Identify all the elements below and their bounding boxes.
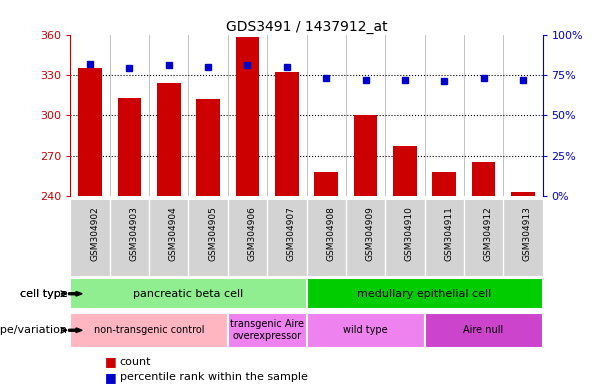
Bar	[306, 278, 543, 310]
Text: cell type: cell type	[20, 289, 67, 299]
Text: non-transgenic control: non-transgenic control	[94, 325, 204, 335]
Bar	[354, 115, 377, 196]
Text: GSM304912: GSM304912	[484, 206, 492, 261]
Bar	[314, 172, 338, 196]
Text: GSM304905: GSM304905	[208, 206, 217, 261]
Text: GSM304913: GSM304913	[523, 206, 532, 261]
Text: GSM304907: GSM304907	[287, 206, 296, 261]
Bar	[70, 313, 228, 348]
Bar	[393, 146, 417, 196]
Text: pancreatic beta cell: pancreatic beta cell	[134, 289, 243, 299]
Text: wild type: wild type	[343, 325, 388, 335]
Text: Aire null: Aire null	[463, 325, 504, 335]
Text: ■: ■	[104, 371, 116, 384]
Text: count: count	[120, 356, 151, 367]
Text: GSM304911: GSM304911	[444, 206, 453, 261]
Bar	[424, 313, 543, 348]
Text: genotype/variation: genotype/variation	[0, 325, 67, 335]
Bar	[196, 99, 220, 196]
Text: GSM304909: GSM304909	[365, 206, 375, 261]
Bar	[235, 37, 259, 196]
Text: transgenic Aire
overexpressor: transgenic Aire overexpressor	[230, 319, 304, 341]
Text: GSM304910: GSM304910	[405, 206, 414, 261]
Bar	[432, 172, 456, 196]
Bar	[157, 83, 181, 196]
Text: medullary epithelial cell: medullary epithelial cell	[357, 289, 492, 299]
Text: GSM304906: GSM304906	[248, 206, 256, 261]
Text: GSM304908: GSM304908	[326, 206, 335, 261]
Text: cell type: cell type	[20, 289, 67, 299]
Bar	[228, 313, 306, 348]
Bar	[70, 278, 306, 310]
Bar	[511, 192, 535, 196]
Bar	[275, 72, 299, 196]
Text: ■: ■	[104, 355, 116, 368]
Text: GSM304903: GSM304903	[129, 206, 139, 261]
Bar	[471, 162, 495, 196]
Title: GDS3491 / 1437912_at: GDS3491 / 1437912_at	[226, 20, 387, 33]
Bar	[78, 68, 102, 196]
Text: GSM304904: GSM304904	[169, 206, 178, 261]
Bar	[306, 313, 424, 348]
Bar	[118, 98, 141, 196]
Text: GSM304902: GSM304902	[90, 206, 99, 261]
Text: percentile rank within the sample: percentile rank within the sample	[120, 372, 307, 382]
